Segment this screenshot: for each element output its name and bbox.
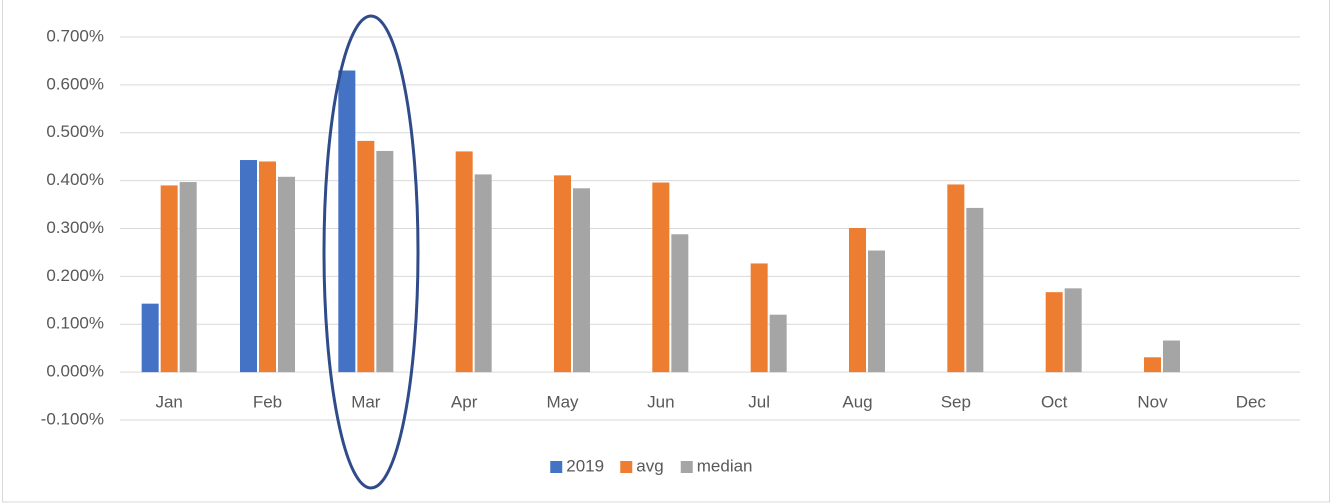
bar — [849, 228, 866, 373]
legend-swatch — [550, 461, 563, 473]
bar — [1144, 357, 1161, 373]
y-tick-label: 0.700% — [46, 26, 104, 45]
y-tick-label: 0.400% — [46, 170, 104, 189]
x-tick-label: Mar — [351, 393, 381, 412]
legend-label: avg — [636, 456, 663, 475]
bar — [1064, 288, 1082, 373]
highlight-ellipse — [322, 14, 420, 490]
bar — [868, 250, 885, 373]
legend-swatch — [680, 461, 693, 473]
y-tick-label: 0.500% — [46, 122, 104, 141]
bar — [966, 207, 984, 373]
bar — [259, 161, 276, 373]
y-tick-label: -0.100% — [41, 409, 104, 428]
legend-label: median — [697, 456, 753, 475]
bar — [160, 185, 178, 373]
bar — [179, 182, 197, 373]
x-tick-label: Oct — [1041, 393, 1068, 412]
x-tick-label: Jan — [155, 393, 182, 412]
y-tick-label: 0.100% — [46, 314, 104, 333]
bar — [947, 184, 965, 373]
bar — [278, 176, 295, 373]
bar — [240, 160, 257, 373]
bar — [474, 174, 492, 373]
y-tick-label: 0.300% — [46, 218, 104, 237]
x-tick-label: Dec — [1236, 393, 1267, 412]
bar — [376, 150, 394, 373]
bar — [338, 70, 356, 373]
x-tick-label: Jun — [647, 393, 674, 412]
bar — [769, 314, 787, 373]
bar — [455, 151, 473, 373]
bar — [1045, 292, 1063, 373]
x-tick-label: Aug — [842, 393, 872, 412]
x-tick-label: Apr — [451, 393, 478, 412]
bar — [1163, 340, 1180, 373]
bar — [141, 303, 159, 373]
legend-swatch — [620, 461, 633, 473]
x-tick-label: May — [546, 393, 579, 412]
x-tick-label: Nov — [1137, 393, 1168, 412]
bar — [554, 175, 571, 373]
plot-area: -0.100% 0.000% 0.100% 0.200% 0.300% 0.400% 0.5… — [41, 26, 1300, 475]
bar — [652, 182, 670, 373]
y-tick-label: 0.200% — [46, 266, 104, 285]
bar — [357, 140, 375, 373]
bar — [750, 263, 768, 373]
y-tick-label: 0.000% — [46, 362, 104, 381]
x-tick-label: Jul — [748, 393, 770, 412]
bar — [573, 188, 590, 373]
legend-label: 2019 — [566, 456, 604, 475]
x-tick-label: Feb — [253, 393, 282, 412]
bar — [671, 234, 689, 373]
y-tick-label: 0.600% — [46, 74, 104, 93]
x-tick-label: Sep — [941, 393, 971, 412]
